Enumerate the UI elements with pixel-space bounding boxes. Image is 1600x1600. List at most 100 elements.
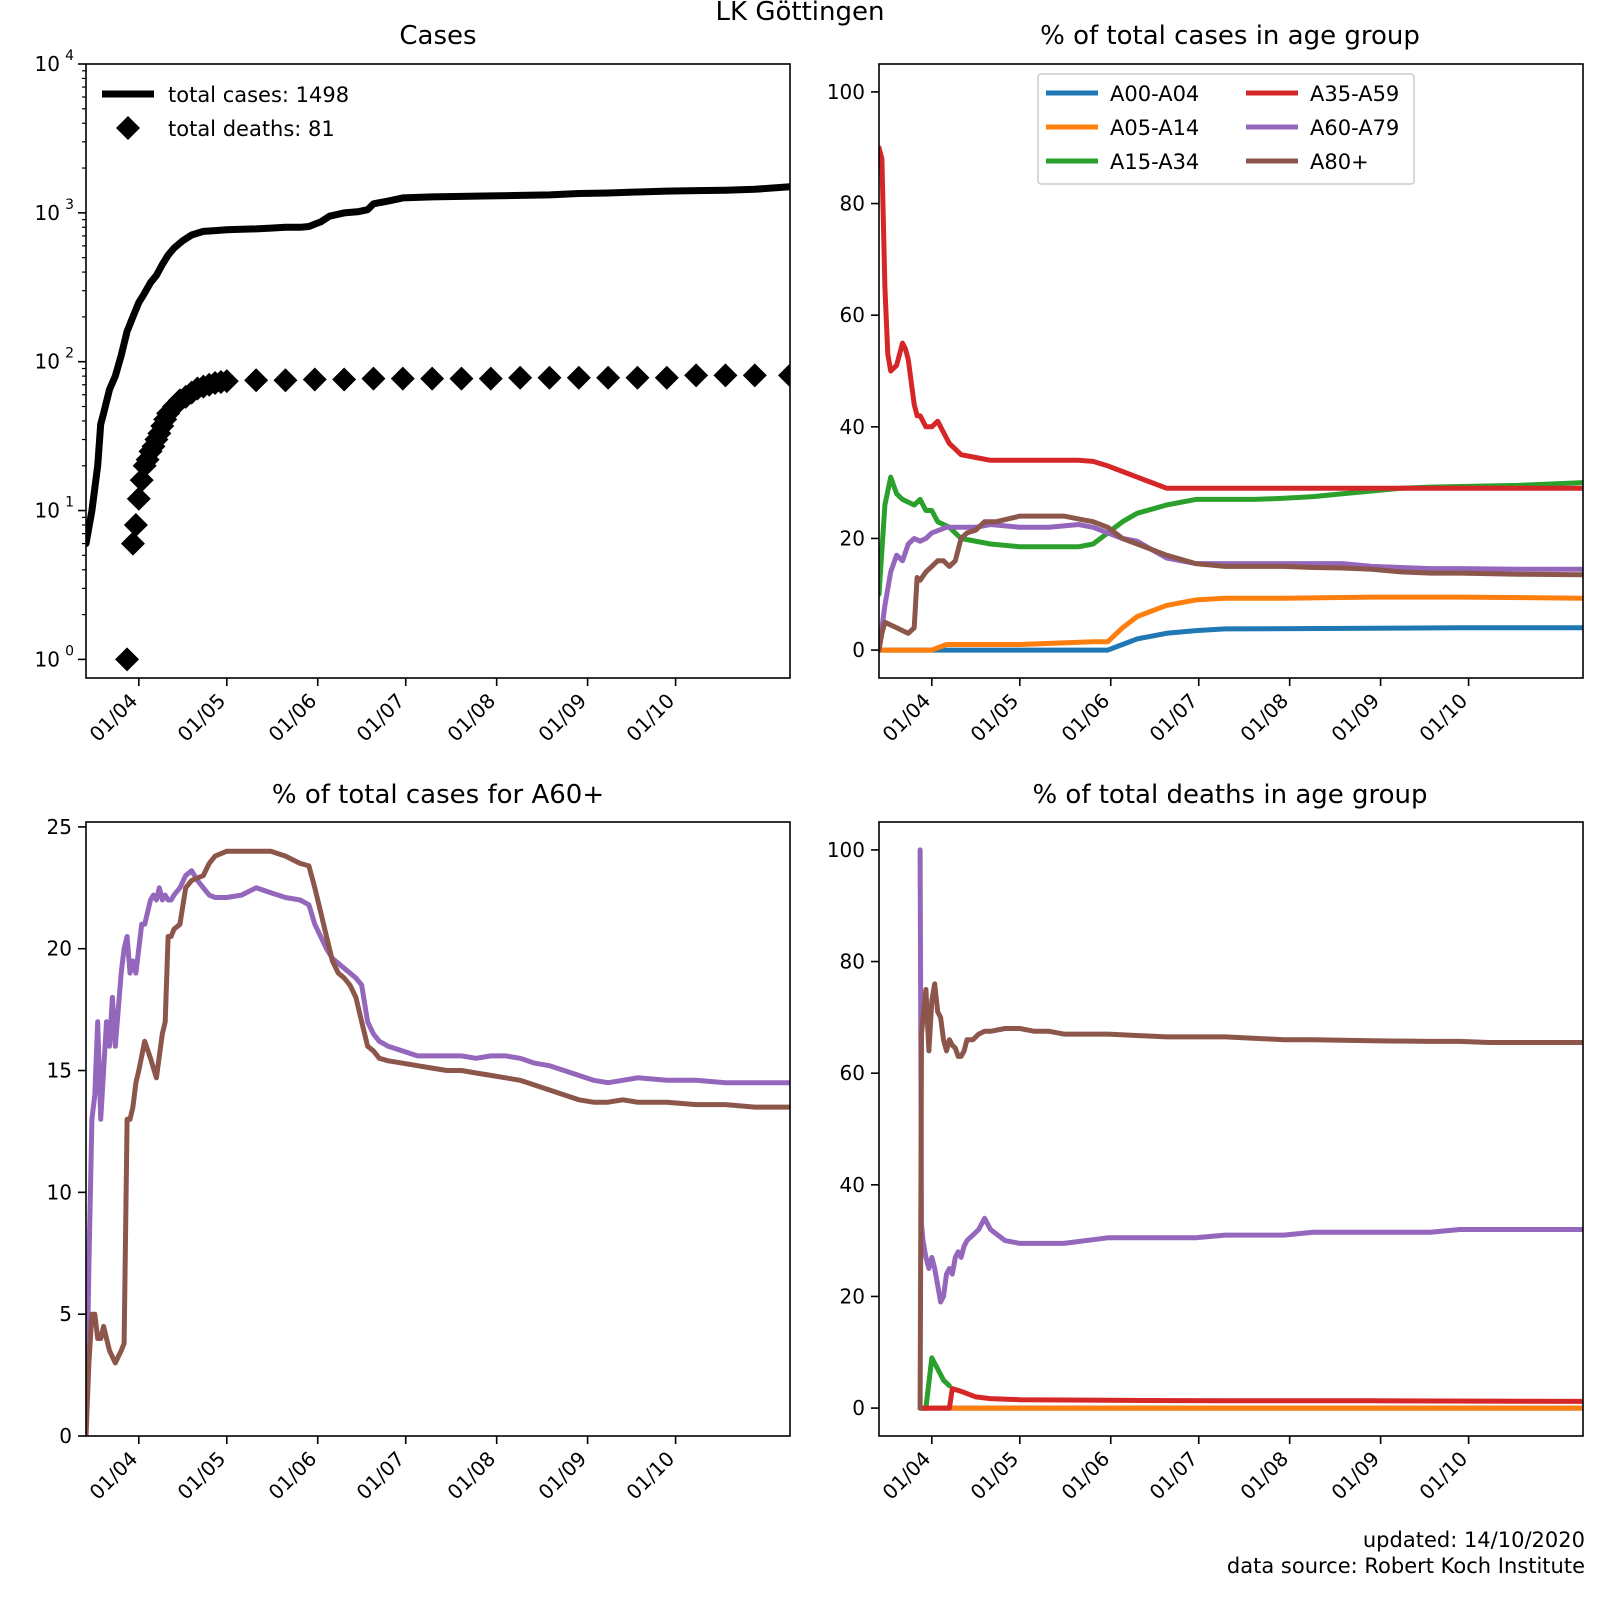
- series-line-a80-: [86, 848, 790, 1436]
- y-tick-label: 80: [840, 950, 865, 974]
- deaths-marker: [273, 368, 298, 393]
- legend-swatch-total-deaths: [116, 116, 140, 140]
- cases-chart: Cases 01/04 01/05 01/06 01/07 01/08 01/09 01/1…: [35, 21, 791, 747]
- age-group-cases-title: % of total cases in age group: [1040, 21, 1420, 51]
- y-tick-label: 100: [827, 838, 865, 862]
- series-line-a05-a14: [879, 594, 1583, 653]
- cases-series-group: [86, 183, 790, 672]
- y-tick-label: 5: [59, 1302, 72, 1326]
- deaths-marker: [332, 367, 357, 392]
- series-line-a60-a79: [879, 522, 1583, 653]
- x-tick-label: 01/10: [1414, 1447, 1472, 1505]
- age-group-cases-chart: % of total cases in age group 01/04 01/05…: [827, 21, 1584, 747]
- deaths-marker: [596, 365, 621, 390]
- x-tick-label: 01/05: [173, 689, 231, 747]
- x-tick-label: 01/08: [1235, 1447, 1293, 1505]
- deaths-marker: [742, 363, 767, 388]
- x-tick-label: 01/07: [1145, 689, 1203, 747]
- x-tick-label: 01/06: [264, 689, 322, 747]
- y-tick-exponent: 0: [65, 643, 74, 659]
- series-line-total-cases: [86, 183, 790, 548]
- y-tick-label: 10: [35, 499, 60, 523]
- a60-cases-title: % of total cases for A60+: [272, 780, 604, 810]
- deaths-marker: [115, 647, 140, 672]
- y-tick-label: 100: [827, 80, 865, 104]
- y-tick-label: 40: [840, 415, 865, 439]
- a60-cases-frame: [85, 821, 791, 1437]
- series-line-a15-a34: [879, 474, 1583, 597]
- deaths-marker: [625, 365, 650, 390]
- x-tick-label: 01/05: [966, 689, 1024, 747]
- x-tick-label: 01/04: [878, 1447, 936, 1505]
- x-tick-label: 01/07: [1145, 1447, 1203, 1505]
- deaths-marker: [390, 366, 415, 391]
- y-tick-exponent: 2: [65, 346, 74, 362]
- y-tick-label: 10: [35, 52, 60, 76]
- cases-frame: [85, 63, 791, 679]
- deaths-marker: [713, 363, 738, 388]
- y-tick-label: 10: [35, 201, 60, 225]
- deaths-marker: [126, 486, 151, 511]
- deaths-marker: [361, 366, 386, 391]
- legend-label: A60-A79: [1310, 116, 1399, 140]
- x-tick-label: 01/07: [352, 689, 410, 747]
- deaths-marker: [123, 512, 148, 537]
- deaths-marker: [684, 363, 709, 388]
- y-tick-label: 20: [840, 526, 865, 550]
- x-tick-label: 01/06: [1057, 689, 1115, 747]
- legend-label: A00-A04: [1110, 82, 1199, 106]
- x-tick-label: 01/09: [1326, 1447, 1384, 1505]
- legend-label: A05-A14: [1110, 116, 1199, 140]
- x-tick-label: 01/06: [1057, 1447, 1115, 1505]
- y-tick-exponent: 3: [65, 197, 74, 213]
- y-tick-label: 80: [840, 192, 865, 216]
- y-tick-label: 40: [840, 1173, 865, 1197]
- legend-label: A35-A59: [1310, 82, 1399, 106]
- deaths-marker: [566, 365, 591, 390]
- deaths-marker: [214, 369, 239, 394]
- x-tick-label: 01/04: [85, 689, 143, 747]
- age-deaths-series-group: [917, 847, 1583, 1411]
- x-tick-label: 01/08: [1235, 689, 1293, 747]
- y-tick-label: 20: [840, 1284, 865, 1308]
- legend-label: A80+: [1310, 150, 1369, 174]
- x-tick-label: 01/05: [173, 1447, 231, 1505]
- deaths-marker: [537, 365, 562, 390]
- y-tick-label: 20: [47, 937, 72, 961]
- series-line-a80-: [879, 513, 1583, 653]
- age-deaths-frame: [878, 821, 1584, 1437]
- x-tick-label: 01/10: [621, 1447, 679, 1505]
- x-tick-label: 01/08: [442, 689, 500, 747]
- figure-suptitle: LK Göttingen: [716, 0, 885, 27]
- y-tick-label: 15: [47, 1059, 72, 1083]
- y-tick-label: 10: [47, 1180, 72, 1204]
- deaths-marker: [302, 367, 327, 392]
- y-tick-label: 10: [35, 647, 60, 671]
- footer-source: data source: Robert Koch Institute: [1227, 1554, 1585, 1578]
- a60-cases-series-group: [86, 848, 790, 1436]
- deaths-marker: [508, 365, 533, 390]
- age-cases-frame: [878, 63, 1584, 679]
- legend-box: [1037, 73, 1415, 185]
- footer-updated: updated: 14/10/2020: [1363, 1528, 1585, 1552]
- age-cases-series-group: [879, 145, 1583, 653]
- legend-label: total cases: 1498: [168, 83, 349, 107]
- y-tick-label: 60: [840, 1061, 865, 1085]
- x-tick-label: 01/09: [533, 1447, 591, 1505]
- series-line-a00-a04: [879, 625, 1583, 653]
- x-tick-label: 01/10: [1414, 689, 1472, 747]
- y-tick-label: 10: [35, 350, 60, 374]
- deaths-marker: [420, 366, 445, 391]
- a60-cases-chart: % of total cases for A60+ 01/04 01/05 01/0…: [47, 780, 791, 1505]
- series-line-a15-a34: [917, 1355, 952, 1411]
- y-tick-label: 25: [47, 815, 72, 839]
- deaths-marker: [244, 368, 269, 393]
- x-tick-label: 01/04: [85, 1447, 143, 1505]
- x-tick-label: 01/04: [878, 689, 936, 747]
- legend-label: A15-A34: [1110, 150, 1199, 174]
- deaths-marker: [654, 365, 679, 390]
- series-line-a80-: [917, 981, 1583, 1411]
- y-tick-exponent: 4: [65, 48, 74, 64]
- x-tick-label: 01/06: [264, 1447, 322, 1505]
